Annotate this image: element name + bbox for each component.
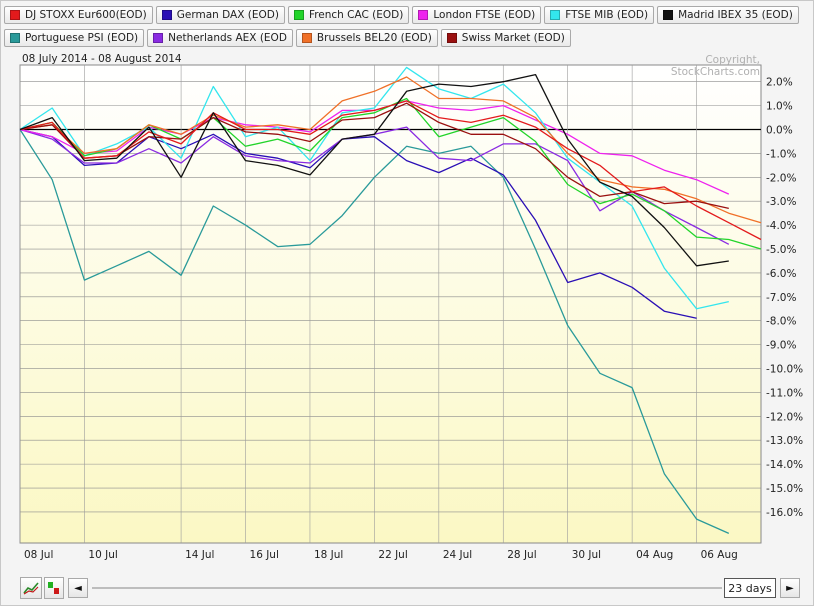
days-selector[interactable]: 23 days (724, 578, 776, 598)
y-tick-label: -4.0% (766, 220, 796, 232)
x-tick-label: 04 Aug (636, 549, 673, 561)
y-tick-label: -5.0% (766, 244, 796, 256)
color-swatch-icon (293, 10, 304, 20)
color-bars-icon (48, 582, 59, 594)
legend-item-ftse-mib[interactable]: FTSE MIB (EOD) (544, 6, 655, 24)
y-tick-label: 2.0% (766, 77, 793, 89)
y-tick-label: -13.0% (766, 435, 803, 447)
x-tick-label: 14 Jul (185, 549, 214, 561)
y-tick-label: -14.0% (766, 459, 803, 471)
copyright-label: Copyright, StockCharts.com (670, 54, 760, 78)
y-tick-label: 0.0% (766, 125, 793, 137)
scroll-right-button[interactable]: ► (780, 578, 800, 598)
x-tick-label: 28 Jul (507, 549, 536, 561)
y-tick-label: 1.0% (766, 101, 793, 113)
legend-label: French CAC (EOD) (308, 9, 404, 21)
color-swatch-icon (550, 10, 561, 20)
x-tick-label: 18 Jul (314, 549, 343, 561)
y-tick-label: -16.0% (766, 507, 803, 519)
y-tick-label: -2.0% (766, 172, 796, 184)
series-line (19, 100, 762, 241)
series-line (19, 73, 729, 267)
color-swatch-icon (153, 33, 164, 43)
legend-label: FTSE MIB (EOD) (565, 9, 649, 21)
y-tick-label: -11.0% (766, 387, 803, 399)
legend-label: German DAX (EOD) (176, 9, 279, 21)
y-tick-label: -8.0% (766, 316, 796, 328)
y-tick-label: -15.0% (766, 483, 803, 495)
series-line (19, 76, 762, 224)
series-line (19, 102, 729, 210)
x-tick-label: 16 Jul (250, 549, 279, 561)
legend-item-german-dax[interactable]: German DAX (EOD) (155, 6, 285, 24)
legend-label: Brussels BEL20 (EOD) (316, 32, 432, 44)
legend-item-portuguese-psi[interactable]: Portuguese PSI (EOD) (4, 29, 145, 47)
color-swatch-icon (10, 10, 20, 20)
legend-label: Netherlands AEX (EOD (168, 32, 287, 44)
legend-item-brussels-bel20[interactable]: Brussels BEL20 (EOD) (295, 29, 438, 47)
series-line (19, 128, 697, 319)
legend-label: Madrid IBEX 35 (EOD) (678, 9, 793, 21)
x-tick-label: 10 Jul (88, 549, 117, 561)
legend-item-netherlands-aex[interactable]: Netherlands AEX (EOD (147, 29, 293, 47)
y-tick-label: -1.0% (766, 148, 796, 160)
x-tick-label: 22 Jul (378, 549, 407, 561)
y-tick-label: -12.0% (766, 411, 803, 423)
scroll-left-button[interactable]: ◄ (68, 578, 88, 598)
legend-label: DJ STOXX Eur600(EOD) (25, 9, 147, 21)
y-tick-label: -10.0% (766, 364, 803, 376)
legend-item-madrid-ibex[interactable]: Madrid IBEX 35 (EOD) (657, 6, 799, 24)
legend-item-london-ftse[interactable]: London FTSE (EOD) (412, 6, 542, 24)
color-bars-toggle-icon[interactable] (44, 577, 64, 599)
legend-row-1: DJ STOXX Eur600(EOD) German DAX (EOD) Fr… (4, 6, 799, 24)
line-chart-icon (23, 582, 39, 595)
y-tick-label: -9.0% (766, 340, 796, 352)
series-line (19, 129, 730, 534)
x-tick-label: 08 Jul (24, 549, 53, 561)
legend-item-swiss-market[interactable]: Swiss Market (EOD) (440, 29, 571, 47)
color-swatch-icon (446, 33, 457, 43)
legend-label: Swiss Market (EOD) (461, 32, 565, 44)
x-tick-label: 06 Aug (701, 549, 738, 561)
y-tick-label: -6.0% (766, 268, 796, 280)
color-swatch-icon (418, 10, 429, 20)
legend-item-dj-stoxx[interactable]: DJ STOXX Eur600(EOD) (4, 6, 153, 24)
legend-row-2: Portuguese PSI (EOD) Netherlands AEX (EO… (4, 29, 571, 47)
legend-item-french-cac[interactable]: French CAC (EOD) (287, 6, 410, 24)
legend-label: London FTSE (EOD) (433, 9, 536, 21)
y-tick-label: -7.0% (766, 292, 796, 304)
color-swatch-icon (10, 33, 20, 43)
color-swatch-icon (161, 10, 172, 20)
x-tick-label: 24 Jul (443, 549, 472, 561)
scroll-track[interactable] (92, 587, 722, 589)
x-tick-label: 30 Jul (572, 549, 601, 561)
bottom-toolbar: ◄ 23 days ► (0, 573, 812, 604)
line-chart-toggle-icon[interactable] (20, 577, 42, 599)
legend-label: Portuguese PSI (EOD) (25, 32, 139, 44)
color-swatch-icon (301, 33, 312, 43)
date-range-label: 08 July 2014 - 08 August 2014 (22, 53, 182, 65)
plot-area (19, 64, 762, 544)
color-swatch-icon (663, 10, 674, 20)
y-tick-label: -3.0% (766, 196, 796, 208)
